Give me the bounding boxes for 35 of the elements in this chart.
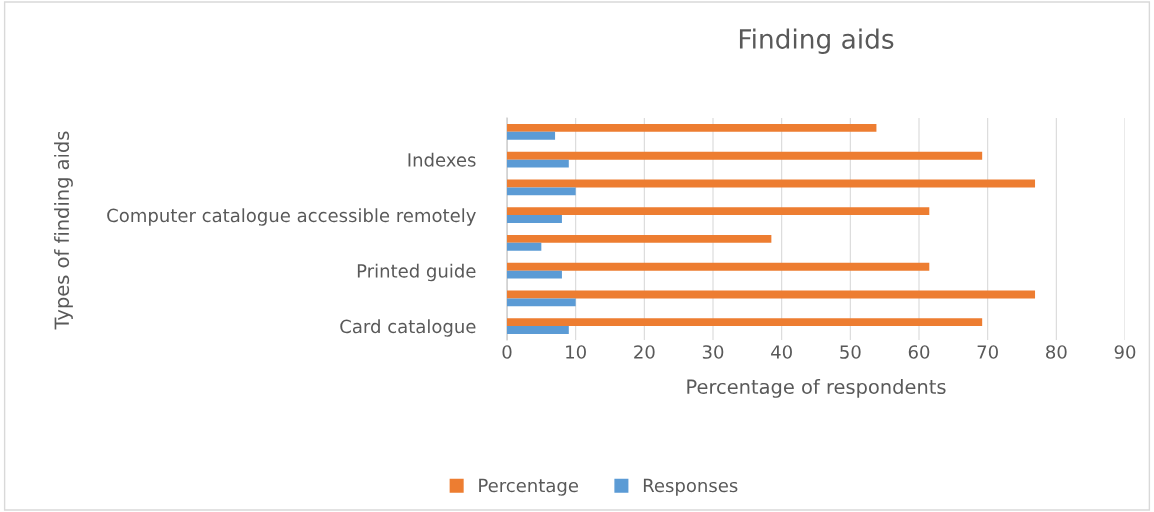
x-tick-label: 80 xyxy=(1046,345,1067,359)
bar xyxy=(507,124,877,132)
y-tick-label: Printed guide xyxy=(357,263,476,282)
bar xyxy=(507,179,1036,188)
x-tick-label: 90 xyxy=(1114,345,1136,359)
y-axis-title: Types of finding aids xyxy=(54,131,73,330)
bar xyxy=(507,215,562,223)
legend-label: Responses xyxy=(643,478,738,496)
bar xyxy=(507,326,569,334)
bar xyxy=(507,207,930,216)
y-tick-label: Card catalogue xyxy=(340,319,476,337)
bar xyxy=(507,235,772,243)
bar xyxy=(507,242,542,251)
x-tick-label: 20 xyxy=(634,345,655,359)
x-tick-label: 0 xyxy=(502,345,512,359)
bar xyxy=(507,318,983,327)
bar xyxy=(507,159,569,168)
x-tick-label: 40 xyxy=(771,345,792,359)
x-axis-title: Percentage of respondents xyxy=(687,379,946,398)
x-tick-label: 10 xyxy=(566,345,586,359)
legend-label: Percentage xyxy=(479,478,579,496)
bar xyxy=(507,131,556,140)
x-tick-label: 70 xyxy=(977,345,998,359)
bar xyxy=(507,187,576,196)
x-tick-label: 30 xyxy=(702,345,724,359)
bar xyxy=(507,298,576,307)
x-tick-label: 60 xyxy=(908,345,930,359)
bar xyxy=(507,151,983,160)
bar xyxy=(507,262,930,271)
bar xyxy=(507,270,562,279)
y-tick-label: Computer catalogue accessible remotely xyxy=(107,208,476,226)
x-tick-label: 50 xyxy=(840,345,861,359)
chart-title: Finding aids xyxy=(739,28,894,55)
bar xyxy=(507,290,1036,299)
y-tick-label: Indexes xyxy=(408,152,476,167)
